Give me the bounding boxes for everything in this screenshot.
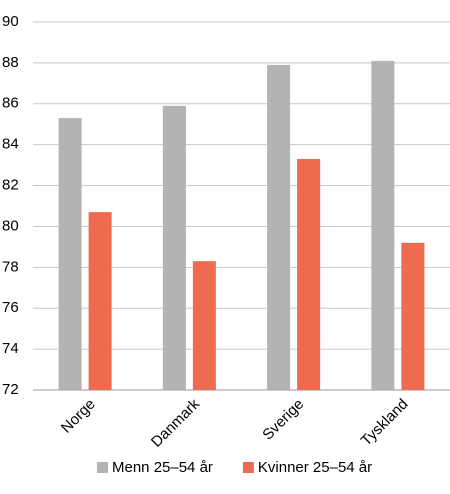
y-tick-label: 76 [2,299,19,316]
bar [267,64,291,390]
y-tick-label: 90 [2,13,19,30]
bar [58,118,82,390]
bar [401,242,425,390]
x-tick-label: Tyskland [358,396,412,450]
x-tick-label: Norge [58,396,99,437]
y-tick-label: 82 [2,177,19,194]
y-tick-label: 74 [2,340,19,357]
y-tick-label: 84 [2,136,19,153]
y-tick-label: 72 [2,381,19,398]
legend-swatch [97,462,108,473]
x-tick-label: Sverige [259,396,307,444]
legend-label: Kvinner 25–54 år [258,459,372,476]
legend-swatch [242,462,254,473]
bar [371,60,395,390]
y-tick-label: 78 [2,258,19,275]
y-tick-label: 86 [2,95,19,112]
y-tick-label: 80 [2,217,19,234]
bar [297,158,321,390]
bar [192,261,216,390]
legend-label: Menn 25–54 år [112,459,213,476]
bar [88,212,112,390]
x-tick-label: Danmark [148,395,203,450]
y-tick-label: 88 [2,54,19,71]
bar [162,105,186,391]
